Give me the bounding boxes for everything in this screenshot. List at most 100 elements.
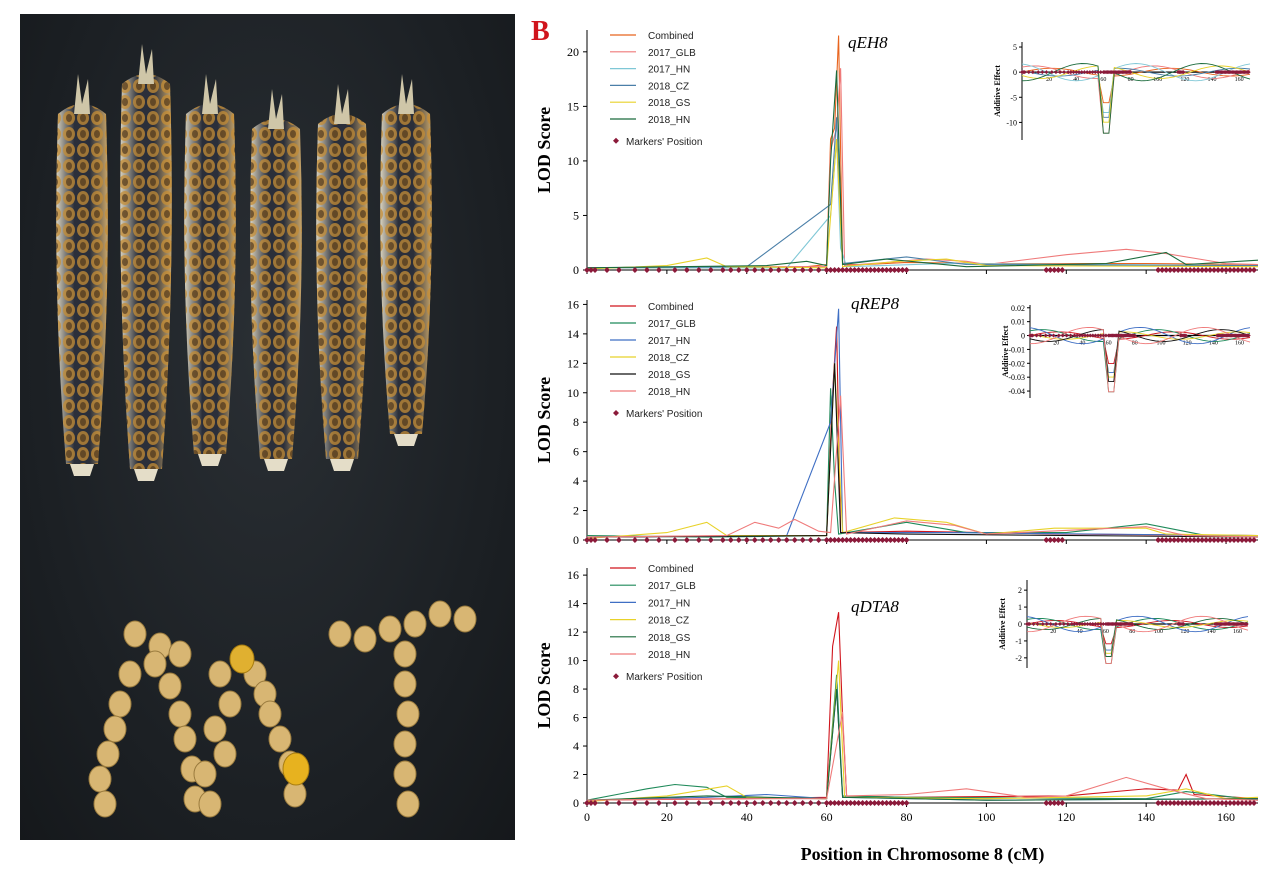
inset-additive-effect: 5 0 -5 -10 20 40 60 80 100 120 140 160 Additive Effe… — [993, 42, 1251, 140]
marker-point — [891, 800, 898, 806]
marker-point — [735, 537, 742, 543]
y-tick-label: 4 — [573, 474, 579, 488]
x-tick-label: 100 — [977, 810, 995, 824]
marker-point — [695, 267, 702, 273]
marker-point — [783, 537, 790, 543]
inset-series-Combined — [1021, 67, 1251, 104]
inset-marker-point — [1040, 622, 1045, 626]
kernel — [173, 725, 197, 753]
marker-point — [879, 267, 886, 273]
marker-point — [1059, 800, 1066, 806]
inset-marker-point — [1090, 70, 1095, 75]
y-tick-label: 12 — [567, 356, 579, 370]
inset-x-tick-label: 100 — [1154, 629, 1163, 635]
y-tick-label: 2 — [573, 504, 579, 518]
ear-husk-tip — [202, 74, 218, 114]
inset-marker-point — [1061, 622, 1066, 626]
marker-point — [1219, 537, 1226, 543]
marker-point — [727, 267, 734, 273]
inset-marker-point — [1043, 333, 1048, 338]
inset-y-tick-label: -5 — [1010, 93, 1017, 102]
legend-label: 2018_HN — [648, 650, 690, 661]
marker-point — [891, 267, 898, 273]
inset-marker-point — [1087, 70, 1092, 75]
y-tick-label: 4 — [573, 739, 579, 753]
marker-point — [867, 800, 874, 806]
legend-label: 2018_GS — [648, 370, 691, 381]
marker-point — [759, 800, 766, 806]
marker-point — [839, 267, 846, 273]
y-tick-label: 15 — [567, 99, 579, 113]
marker-point — [1235, 267, 1242, 273]
kernel — [168, 640, 192, 668]
marker-point — [683, 800, 690, 806]
marker-point — [1175, 537, 1182, 543]
ear-husk-tip — [334, 84, 350, 124]
inset-marker-point — [1077, 70, 1081, 75]
y-tick-label: 10 — [567, 154, 579, 168]
inset-y-tick-label: -10 — [1006, 118, 1017, 127]
ear-kernels — [316, 114, 368, 459]
inset-marker-point — [1057, 622, 1062, 626]
ear-husk-tip — [74, 74, 90, 114]
kernel — [403, 610, 427, 638]
marker-point — [859, 267, 866, 273]
marker-point — [1235, 537, 1242, 543]
inset-marker-point — [1064, 333, 1069, 338]
y-tick-label: 6 — [573, 711, 579, 725]
marker-point — [843, 800, 850, 806]
marker-point — [1175, 267, 1182, 273]
ear-kernels — [56, 104, 108, 464]
inset-marker-point — [1030, 70, 1035, 75]
marker-point — [887, 800, 894, 806]
marker-point — [855, 800, 862, 806]
marker-point — [1223, 267, 1230, 273]
inset-marker-point — [1034, 333, 1039, 338]
marker-point — [603, 537, 610, 543]
inset-x-tick-label: 40 — [1073, 77, 1079, 83]
inset-x-tick-label: 120 — [1180, 77, 1189, 83]
legend-label: Combined — [648, 302, 694, 313]
marker-point — [1191, 267, 1198, 273]
marker-point — [815, 537, 822, 543]
inset-x-tick-label: 100 — [1153, 77, 1162, 83]
inset-marker-point — [1183, 333, 1188, 338]
marker-point — [1215, 267, 1222, 273]
marker-point — [775, 800, 782, 806]
y-tick-label: 12 — [567, 625, 579, 639]
marker-point — [1171, 800, 1178, 806]
marker-point — [895, 537, 902, 543]
inset-marker-point — [1056, 333, 1061, 338]
inset-series-2018_HN — [1021, 63, 1251, 134]
marker-point — [1195, 267, 1202, 273]
marker-point — [767, 537, 774, 543]
kernel — [378, 615, 402, 643]
marker-point — [835, 800, 842, 806]
marker-point — [1251, 537, 1258, 543]
inset-x-tick-label: 80 — [1132, 341, 1138, 347]
kernel — [93, 790, 117, 818]
marker-point — [1199, 800, 1206, 806]
kernel-yellow — [229, 644, 255, 674]
inset-x-tick-label: 60 — [1106, 341, 1112, 347]
legend-label: Combined — [648, 31, 694, 42]
inset-series-2017_HN — [1021, 63, 1251, 113]
marker-point — [1163, 267, 1170, 273]
marker-point — [859, 800, 866, 806]
corn-ear — [56, 74, 108, 476]
marker-point — [1243, 267, 1250, 273]
marker-point — [1203, 800, 1210, 806]
marker-point — [1199, 537, 1206, 543]
marker-point — [823, 800, 830, 806]
marker-point — [1163, 537, 1170, 543]
ear-husk-tip — [398, 74, 414, 114]
ear-base — [394, 434, 418, 446]
inset-marker-point — [1090, 333, 1095, 338]
inset-marker-point — [1031, 622, 1036, 626]
legend-marker-icon — [613, 137, 619, 144]
inset-y-tick-label: -1 — [1015, 637, 1022, 646]
marker-point — [879, 537, 886, 543]
marker-point — [823, 537, 830, 543]
marker-point — [1167, 800, 1174, 806]
marker-point — [1215, 537, 1222, 543]
